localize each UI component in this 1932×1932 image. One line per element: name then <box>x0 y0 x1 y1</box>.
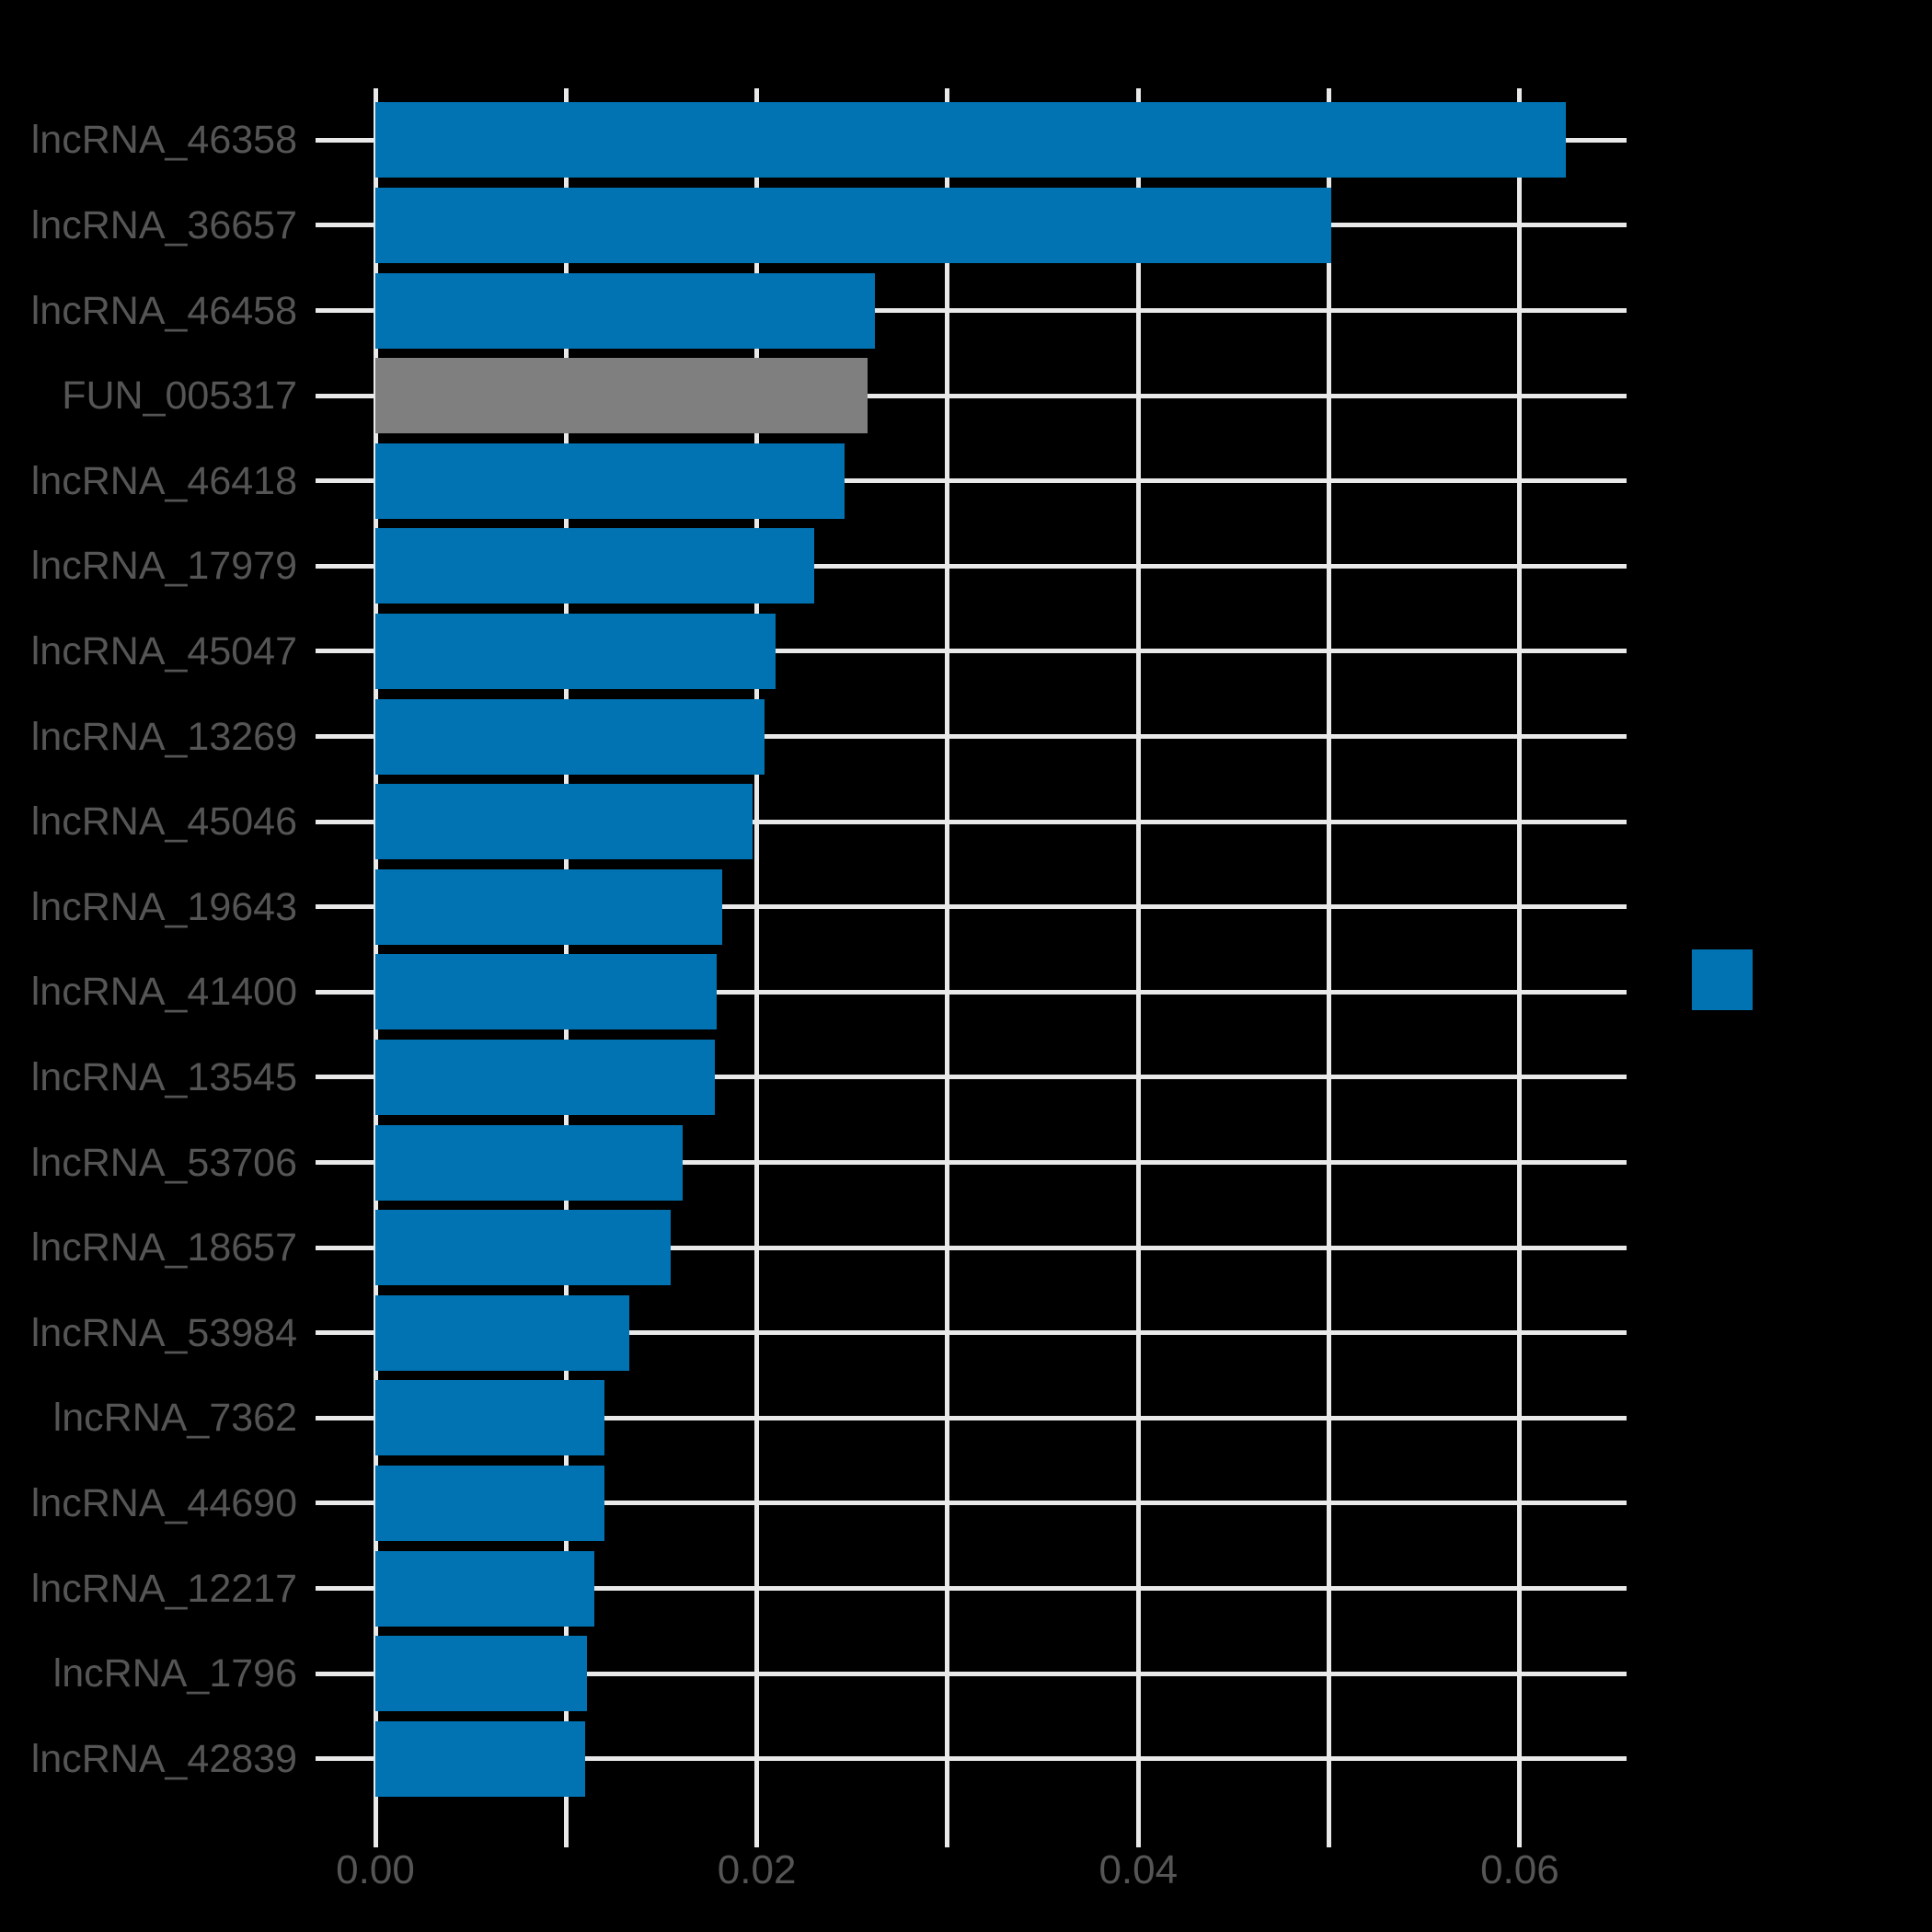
y-gridline <box>375 393 1627 398</box>
y-gridline <box>375 1245 1627 1250</box>
y-axis-tick <box>316 649 375 654</box>
x-gridline <box>1517 88 1523 1847</box>
y-axis-tick <box>316 1501 375 1506</box>
y-axis-label: lncRNA_18657 <box>30 1225 297 1271</box>
x-axis-tick-label: 0.00 <box>336 1847 415 1892</box>
bar-lncRNA_46358 <box>375 102 1566 178</box>
y-axis-label: lncRNA_46358 <box>30 118 297 163</box>
y-axis-tick <box>316 904 375 910</box>
y-axis-tick <box>316 1245 375 1250</box>
x-gridline <box>945 88 950 1847</box>
y-axis-label: lncRNA_19643 <box>30 884 297 929</box>
y-gridline <box>375 1160 1627 1165</box>
x-gridline <box>754 88 760 1847</box>
y-gridline <box>375 1415 1627 1420</box>
y-axis-label: lncRNA_7362 <box>52 1396 297 1441</box>
y-gridline <box>375 1671 1627 1676</box>
y-axis-tick <box>316 1415 375 1420</box>
y-axis-label: lncRNA_45046 <box>30 799 297 845</box>
y-gridline <box>375 563 1627 569</box>
y-gridline <box>375 1501 1627 1506</box>
y-axis-tick <box>316 734 375 739</box>
bar-lncRNA_42839 <box>375 1720 585 1797</box>
bar-lncRNA_17979 <box>375 528 814 604</box>
y-gridline <box>375 989 1627 995</box>
y-axis-label: lncRNA_42839 <box>30 1736 297 1781</box>
y-axis-tick <box>316 223 375 228</box>
bar-lncRNA_13269 <box>375 698 765 775</box>
y-axis-label: lncRNA_17979 <box>30 544 297 589</box>
y-gridline <box>375 819 1627 824</box>
y-axis-label: FUN_005317 <box>62 374 297 419</box>
bar-lncRNA_45046 <box>375 784 753 860</box>
bar-lncRNA_44690 <box>375 1465 604 1541</box>
y-axis-label: lncRNA_1796 <box>52 1651 297 1696</box>
y-axis-label: lncRNA_45047 <box>30 628 297 673</box>
x-gridline <box>1327 88 1332 1847</box>
x-gridline <box>1135 88 1141 1847</box>
bar-lncRNA_19643 <box>375 868 722 945</box>
y-axis-label: lncRNA_44690 <box>30 1480 297 1525</box>
y-axis-label: lncRNA_41400 <box>30 970 297 1015</box>
y-gridline <box>375 1075 1627 1080</box>
y-axis-tick <box>316 1160 375 1165</box>
y-axis-tick <box>316 563 375 569</box>
y-axis-tick <box>316 989 375 995</box>
bar-lncRNA_46458 <box>375 272 875 349</box>
y-axis-label: lncRNA_46418 <box>30 458 297 503</box>
bar-lncRNA_1796 <box>375 1636 587 1712</box>
y-axis-label: lncRNA_13545 <box>30 1054 297 1099</box>
bar-FUN_005317 <box>375 358 868 434</box>
y-axis-label: lncRNA_53706 <box>30 1140 297 1185</box>
y-axis-label: lncRNA_12217 <box>30 1566 297 1611</box>
bar-lncRNA_46418 <box>375 443 845 519</box>
bar-lncRNA_53984 <box>375 1294 629 1371</box>
bar-lncRNA_45047 <box>375 613 776 689</box>
x-axis-tick-label: 0.02 <box>717 1847 797 1892</box>
y-gridline <box>375 308 1627 313</box>
y-axis-tick <box>316 819 375 824</box>
x-axis-tick-label: 0.04 <box>1098 1847 1179 1892</box>
y-axis-tick <box>316 1671 375 1676</box>
y-axis-label: lncRNA_46458 <box>30 288 297 333</box>
y-axis-label: lncRNA_13269 <box>30 714 297 759</box>
legend-swatch <box>1692 949 1753 1010</box>
bar-lncRNA_7362 <box>375 1380 604 1456</box>
y-gridline <box>375 478 1627 484</box>
bar-lncRNA_53706 <box>375 1124 683 1201</box>
x-axis-tick-label: 0.06 <box>1480 1847 1559 1892</box>
y-gridline <box>375 649 1627 654</box>
bar-lncRNA_12217 <box>375 1550 594 1627</box>
bar-lncRNA_41400 <box>375 954 717 1030</box>
bar-lncRNA_36657 <box>375 187 1331 263</box>
y-axis-label: lncRNA_36657 <box>30 202 297 247</box>
y-axis-tick <box>316 393 375 398</box>
y-axis-tick <box>316 137 375 143</box>
y-axis-tick <box>316 478 375 484</box>
bar-lncRNA_18657 <box>375 1210 671 1286</box>
y-gridline <box>375 1756 1627 1762</box>
y-gridline <box>375 734 1627 739</box>
y-axis-tick <box>316 1075 375 1080</box>
y-axis-tick <box>316 1330 375 1336</box>
y-axis-tick <box>316 1586 375 1591</box>
bar-lncRNA_13545 <box>375 1039 715 1115</box>
y-axis-tick <box>316 308 375 313</box>
y-gridline <box>375 1330 1627 1336</box>
y-gridline <box>375 1586 1627 1591</box>
y-axis-tick <box>316 1756 375 1762</box>
y-axis-label: lncRNA_53984 <box>30 1310 297 1355</box>
y-gridline <box>375 904 1627 910</box>
